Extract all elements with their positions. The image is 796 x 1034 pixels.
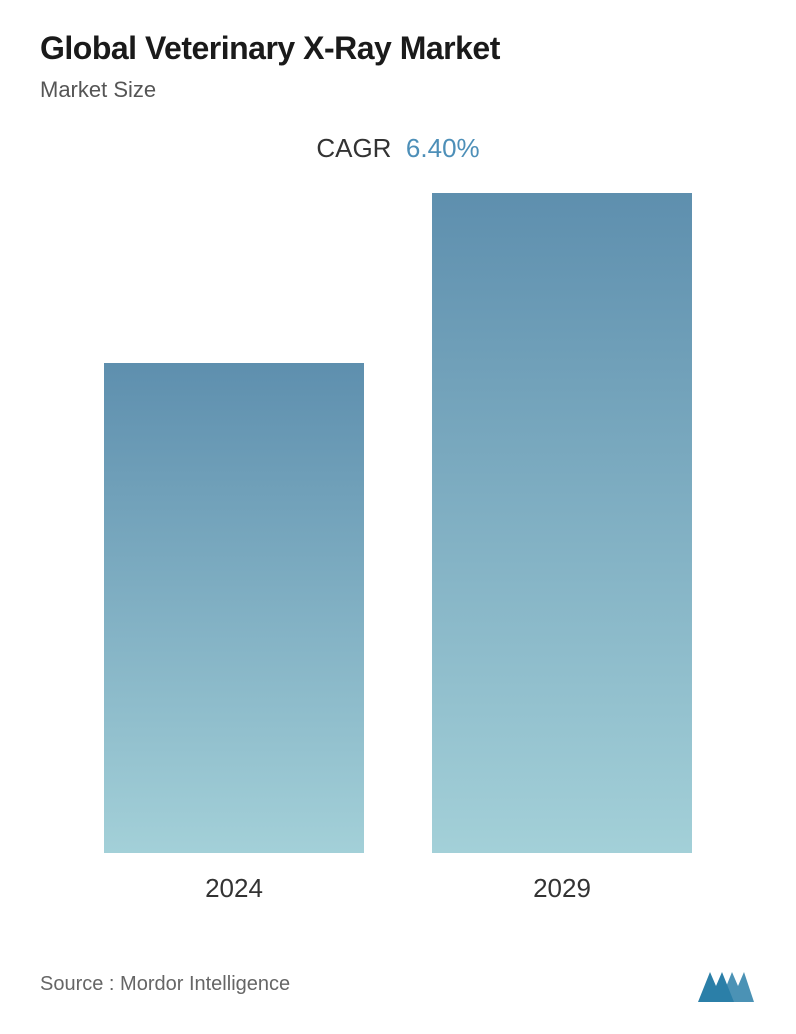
- footer: Source : Mordor Intelligence: [40, 964, 756, 1004]
- chart-subtitle: Market Size: [40, 77, 756, 103]
- chart-title: Global Veterinary X-Ray Market: [40, 30, 756, 67]
- cagr-label: CAGR: [316, 133, 391, 163]
- bar-container-2024: 2024: [104, 363, 364, 904]
- bar-label-2029: 2029: [533, 873, 591, 904]
- logo-icon: [696, 964, 756, 1004]
- cagr-container: CAGR 6.40%: [40, 133, 756, 164]
- bar-2024: [104, 363, 364, 853]
- bar-2029: [432, 193, 692, 853]
- cagr-value: 6.40%: [406, 133, 480, 163]
- chart-area: 2024 2029: [70, 224, 726, 904]
- bar-label-2024: 2024: [205, 873, 263, 904]
- source-text: Source : Mordor Intelligence: [40, 973, 290, 996]
- bar-container-2029: 2029: [432, 193, 692, 904]
